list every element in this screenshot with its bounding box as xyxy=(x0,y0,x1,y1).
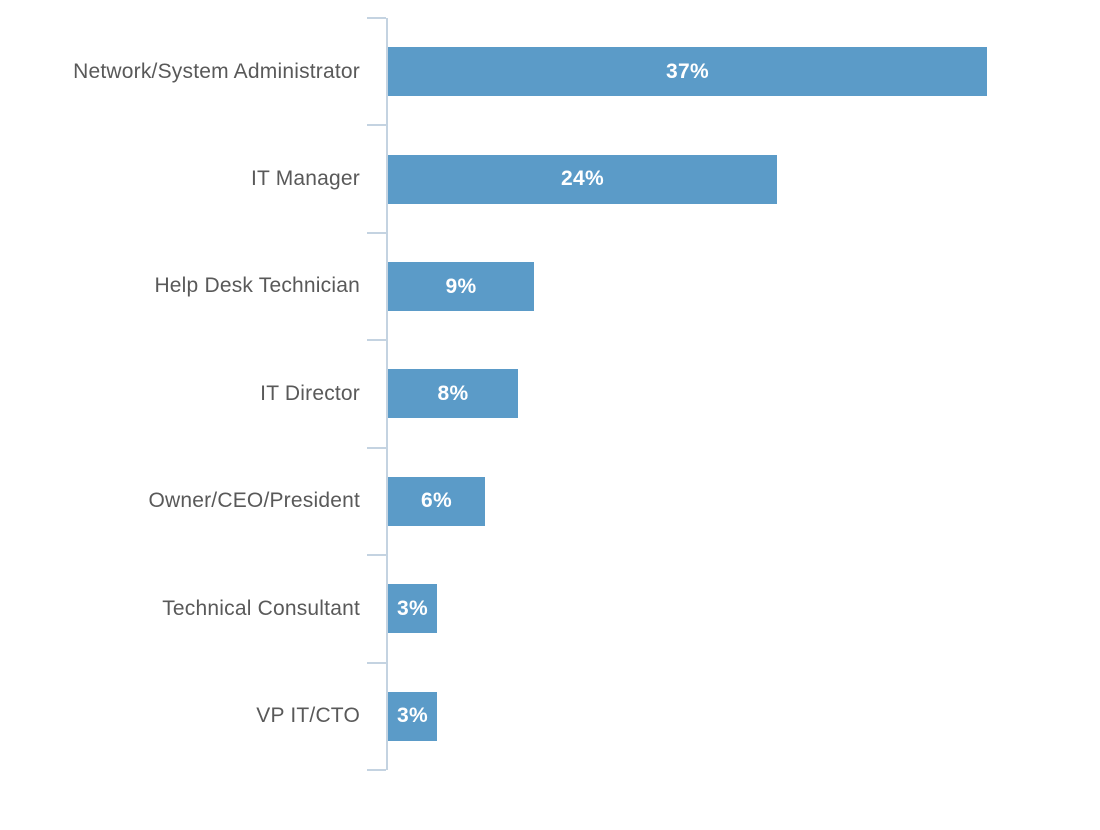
axis-tick xyxy=(367,769,386,771)
category-label: Help Desk Technician xyxy=(154,274,360,298)
bar-value-label: 24% xyxy=(561,167,604,191)
bar-value-label: 37% xyxy=(666,59,709,83)
category-label: Owner/CEO/President xyxy=(148,489,360,513)
bar: 8% xyxy=(388,369,518,419)
bar: 6% xyxy=(388,476,485,526)
bar-value-label: 8% xyxy=(437,381,469,405)
bar-value-label: 9% xyxy=(445,274,477,298)
category-label: IT Director xyxy=(260,381,360,405)
category-label: VP IT/CTO xyxy=(256,704,360,728)
bar: 37% xyxy=(388,47,987,97)
chart-row: Help Desk Technician 9% xyxy=(0,233,1100,340)
axis-tick xyxy=(367,339,386,342)
chart-row: VP IT/CTO 3% xyxy=(0,663,1100,770)
chart-row: Network/System Administrator 37% xyxy=(0,18,1100,125)
axis-tick xyxy=(367,124,386,127)
axis-tick xyxy=(367,446,386,449)
axis-tick xyxy=(367,554,386,557)
axis-tick xyxy=(367,231,386,234)
chart-row: Technical Consultant 3% xyxy=(0,555,1100,662)
category-label: Network/System Administrator xyxy=(73,59,360,83)
bar: 3% xyxy=(388,691,437,741)
bar-value-label: 3% xyxy=(397,704,428,728)
category-label: Technical Consultant xyxy=(162,596,360,620)
bar-value-label: 3% xyxy=(397,596,428,620)
bar: 9% xyxy=(388,262,534,312)
axis-tick xyxy=(367,661,386,664)
chart-row: IT Director 8% xyxy=(0,340,1100,447)
bar-value-label: 6% xyxy=(421,489,452,513)
chart-row: IT Manager 24% xyxy=(0,125,1100,232)
y-axis-line xyxy=(386,18,388,770)
axis-tick xyxy=(367,17,386,19)
chart-row: Owner/CEO/President 6% xyxy=(0,448,1100,555)
category-label: IT Manager xyxy=(251,167,360,190)
bar: 24% xyxy=(388,154,777,204)
bar: 3% xyxy=(388,584,437,634)
